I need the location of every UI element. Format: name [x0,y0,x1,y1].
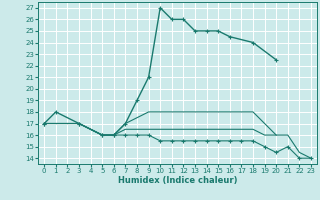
X-axis label: Humidex (Indice chaleur): Humidex (Indice chaleur) [118,176,237,185]
